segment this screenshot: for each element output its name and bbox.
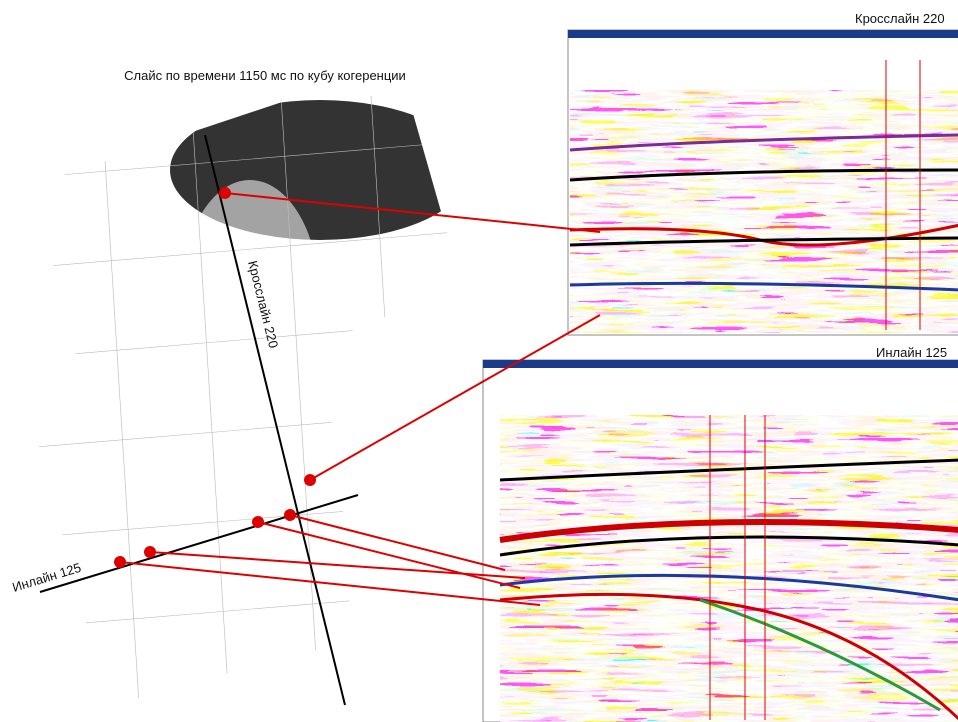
figure: Слайс по времени 1150 мс по кубу когерен… xyxy=(0,0,958,722)
page: Слайс по времени 1150 мс по кубу когерен… xyxy=(0,0,958,722)
panel-label: Кросслайн 220 xyxy=(855,11,945,26)
panel-label: Инлайн 125 xyxy=(876,345,947,360)
seismic-panel xyxy=(483,360,958,722)
figure-title: Слайс по времени 1150 мс по кубу когерен… xyxy=(124,68,406,83)
seismic-panel xyxy=(568,30,958,335)
coherence-map xyxy=(0,80,480,720)
